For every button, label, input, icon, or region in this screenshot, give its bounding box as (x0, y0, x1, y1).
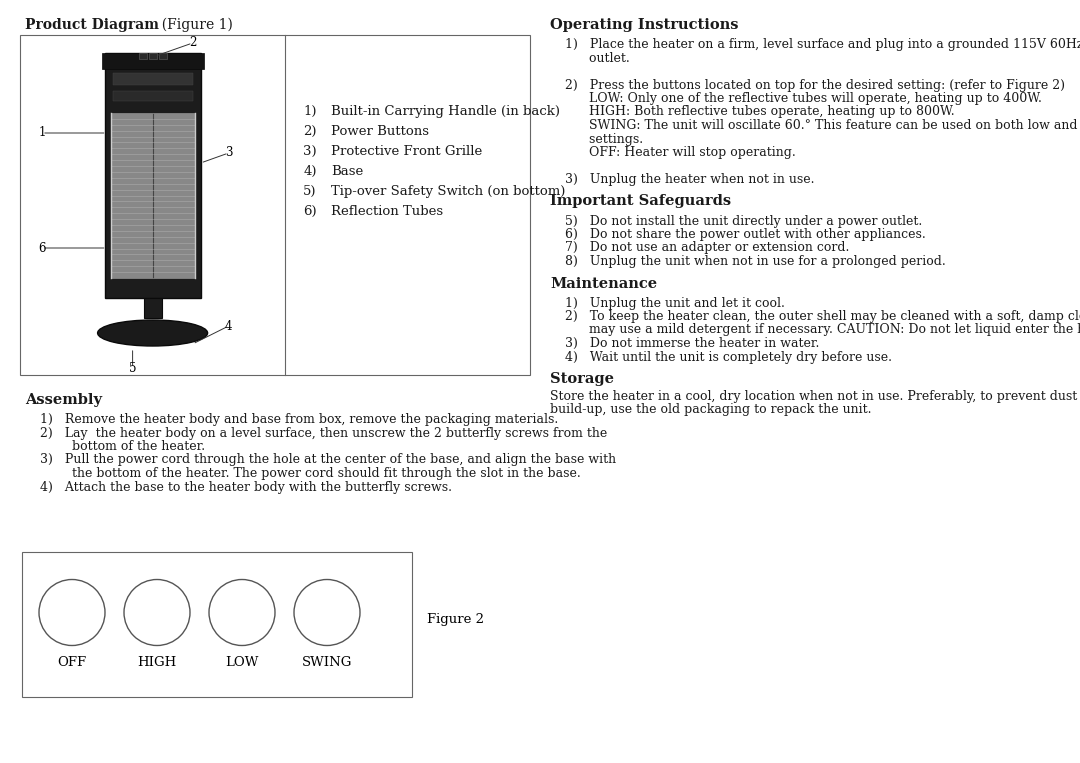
Text: 7)   Do not use an adapter or extension cord.: 7) Do not use an adapter or extension co… (565, 242, 849, 255)
Text: Figure 2: Figure 2 (427, 613, 484, 626)
Text: Power Buttons: Power Buttons (332, 125, 429, 138)
Text: 3)   Pull the power cord through the hole at the center of the base, and align t: 3) Pull the power cord through the hole … (40, 453, 616, 466)
Text: Protective Front Grille: Protective Front Grille (332, 145, 483, 158)
Text: 2)   Press the buttons located on top for the desired setting: (refer to Figure : 2) Press the buttons located on top for … (565, 79, 1065, 92)
Bar (112, 91, 192, 101)
Text: 5): 5) (303, 185, 316, 198)
Text: 2: 2 (189, 37, 197, 50)
Text: 2): 2) (303, 125, 316, 138)
Text: SWING: SWING (301, 655, 352, 668)
Text: HIGH: HIGH (137, 655, 177, 668)
Text: 6: 6 (38, 242, 45, 255)
Text: HIGH: Both reflective tubes operate, heating up to 800W.: HIGH: Both reflective tubes operate, hea… (565, 105, 955, 118)
Ellipse shape (97, 320, 207, 346)
Text: Store the heater in a cool, dry location when not in use. Preferably, to prevent: Store the heater in a cool, dry location… (550, 390, 1080, 403)
Text: may use a mild detergent if necessary. CAUTION: Do not let liquid enter the heat: may use a mild detergent if necessary. C… (565, 324, 1080, 336)
Text: 2)   Lay  the heater body on a level surface, then unscrew the 2 butterfly screw: 2) Lay the heater body on a level surfac… (40, 427, 607, 439)
Text: SWING: The unit will oscillate 60.° This feature can be used on both low and hig: SWING: The unit will oscillate 60.° This… (565, 119, 1080, 132)
Ellipse shape (39, 580, 105, 645)
Bar (112, 73, 192, 85)
Bar (102, 53, 204, 69)
Text: 8)   Unplug the unit when not in use for a prolonged period.: 8) Unplug the unit when not in use for a… (565, 255, 946, 268)
Text: 3)   Unplug the heater when not in use.: 3) Unplug the heater when not in use. (565, 173, 814, 186)
Bar (110, 113, 194, 278)
Bar (22, 552, 411, 697)
Ellipse shape (294, 580, 360, 645)
Text: OFF: Heater will stop operating.: OFF: Heater will stop operating. (565, 146, 796, 159)
Text: Operating Instructions: Operating Instructions (550, 18, 739, 32)
Text: OFF: OFF (57, 655, 86, 668)
Text: Important Safeguards: Important Safeguards (550, 195, 731, 208)
Bar (149, 53, 157, 59)
Text: 1): 1) (303, 105, 316, 118)
Text: 4)   Wait until the unit is completely dry before use.: 4) Wait until the unit is completely dry… (565, 350, 892, 363)
Text: 3): 3) (303, 145, 316, 158)
Text: 2)   To keep the heater clean, the outer shell may be cleaned with a soft, damp : 2) To keep the heater clean, the outer s… (565, 310, 1080, 323)
Text: Product Diagram: Product Diagram (25, 18, 159, 32)
Text: 1)   Place the heater on a firm, level surface and plug into a grounded 115V 60H: 1) Place the heater on a firm, level sur… (565, 38, 1080, 51)
Text: Storage: Storage (550, 372, 615, 386)
Text: Reflection Tubes: Reflection Tubes (332, 205, 443, 218)
Text: 3: 3 (225, 146, 232, 159)
Text: 4): 4) (303, 165, 316, 178)
Text: 4: 4 (225, 320, 232, 333)
Text: the bottom of the heater. The power cord should fit through the slot in the base: the bottom of the heater. The power cord… (40, 467, 581, 480)
Text: Maintenance: Maintenance (550, 276, 657, 291)
Text: Base: Base (332, 165, 364, 178)
Text: bottom of the heater.: bottom of the heater. (40, 440, 205, 453)
Text: LOW: Only one of the reflective tubes will operate, heating up to 400W.: LOW: Only one of the reflective tubes wi… (565, 92, 1042, 105)
Text: 5)   Do not install the unit directly under a power outlet.: 5) Do not install the unit directly unde… (565, 214, 922, 227)
Bar (105, 53, 201, 298)
Text: 4)   Attach the base to the heater body with the butterfly screws.: 4) Attach the base to the heater body wi… (40, 481, 453, 494)
Text: 1: 1 (38, 127, 45, 140)
Text: Tip-over Safety Switch (on bottom): Tip-over Safety Switch (on bottom) (332, 185, 566, 198)
Ellipse shape (124, 580, 190, 645)
Text: LOW: LOW (226, 655, 259, 668)
Text: 5: 5 (129, 362, 136, 375)
Bar (21, 35, 530, 375)
Ellipse shape (210, 580, 275, 645)
Text: 1)   Remove the heater body and base from box, remove the packaging materials.: 1) Remove the heater body and base from … (40, 413, 558, 426)
Text: Assembly: Assembly (25, 393, 102, 407)
Text: (Figure 1): (Figure 1) (153, 18, 233, 32)
Text: 1)   Unplug the unit and let it cool.: 1) Unplug the unit and let it cool. (565, 297, 785, 310)
Text: Built-in Carrying Handle (in back): Built-in Carrying Handle (in back) (332, 105, 561, 118)
Bar (159, 53, 166, 59)
Text: outlet.: outlet. (565, 51, 630, 65)
Text: 3)   Do not immerse the heater in water.: 3) Do not immerse the heater in water. (565, 337, 820, 350)
Text: build-up, use the old packaging to repack the unit.: build-up, use the old packaging to repac… (550, 404, 872, 417)
Bar (138, 53, 147, 59)
Text: 6): 6) (303, 205, 316, 218)
Bar (144, 298, 162, 318)
Text: 6)   Do not share the power outlet with other appliances.: 6) Do not share the power outlet with ot… (565, 228, 926, 241)
Text: settings.: settings. (565, 133, 643, 146)
